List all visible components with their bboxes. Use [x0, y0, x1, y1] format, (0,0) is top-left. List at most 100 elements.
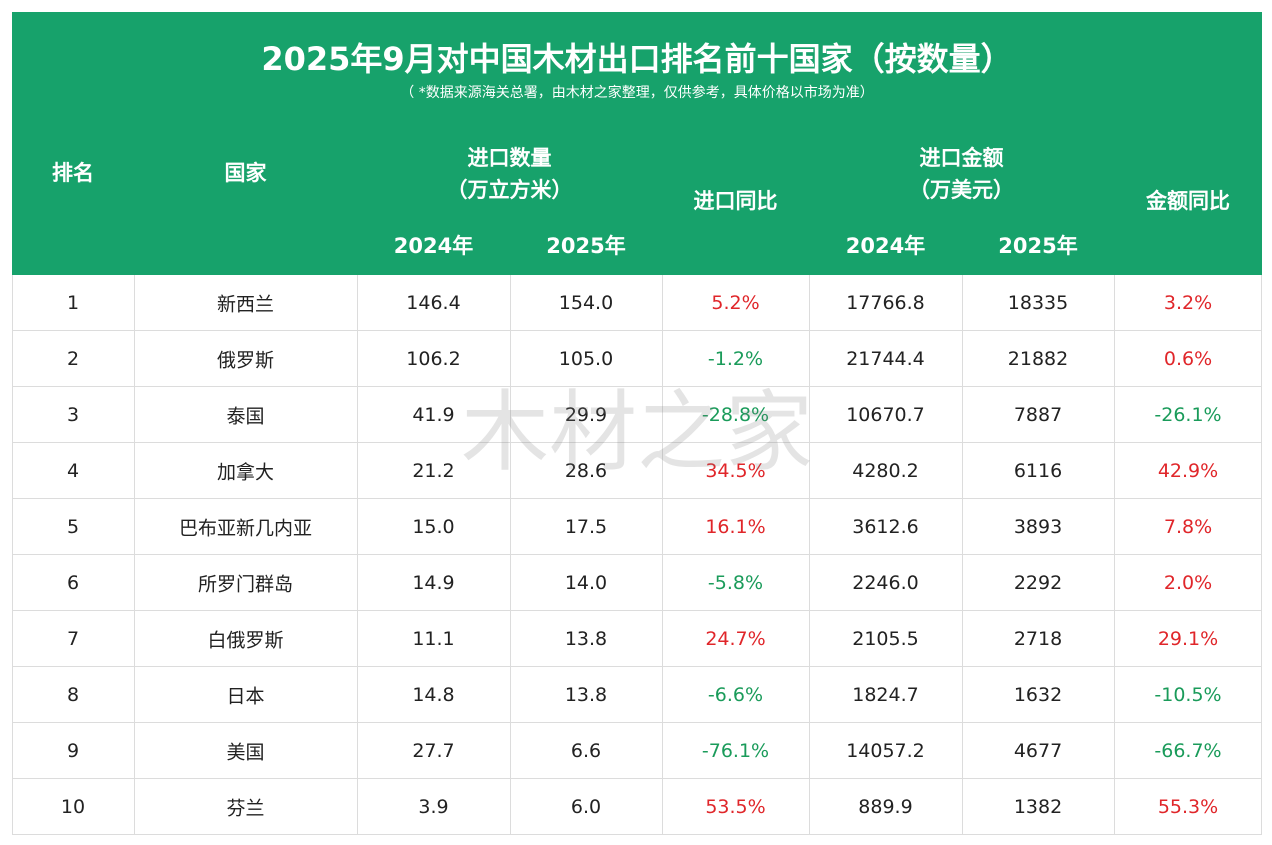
cell: 17766.8: [846, 292, 925, 314]
cell: 5: [66, 516, 80, 538]
cell: 18335: [1007, 292, 1069, 314]
cell: 10: [60, 796, 86, 818]
cell: 泰国: [226, 405, 265, 428]
col-year: 2025年: [546, 234, 626, 258]
row-border: [12, 667, 1262, 723]
cell: 105.0: [558, 348, 614, 370]
col-volume-yoy: 进口同比: [693, 189, 778, 213]
cell: 4280.2: [852, 460, 919, 482]
cell: 41.9: [412, 404, 455, 426]
cell: 13.8: [564, 684, 608, 706]
row-border: [12, 555, 1262, 611]
cell: 24.7%: [705, 628, 766, 650]
cell: 9: [66, 740, 80, 762]
cell: 55.3%: [1157, 796, 1219, 818]
cell: 3.2%: [1163, 292, 1213, 314]
cell: 28.6: [564, 460, 608, 482]
cell: 4: [66, 460, 80, 482]
cell: 27.7: [412, 740, 455, 762]
cell: 7887: [1013, 404, 1063, 426]
cell: 106.2: [406, 348, 461, 370]
cell: 3612.6: [852, 516, 919, 538]
cell: 7: [66, 628, 80, 650]
cell: 17.5: [564, 516, 608, 538]
col-value: 进口金额: [919, 146, 1004, 170]
cell: 13.8: [564, 628, 608, 650]
row-border: [12, 723, 1262, 779]
cell: 34.5%: [705, 460, 766, 482]
cell: 7.8%: [1163, 516, 1213, 538]
cell: 加拿大: [216, 461, 274, 484]
row-border: [12, 499, 1262, 555]
cell: -6.6%: [707, 684, 764, 706]
cell: -26.1%: [1154, 404, 1222, 426]
cell: 2.0%: [1163, 572, 1213, 594]
cell: -28.8%: [701, 404, 770, 426]
cell: 14057.2: [846, 740, 925, 762]
cell: 14.9: [412, 572, 455, 594]
cell: 14.0: [564, 572, 608, 594]
cell: 16.1%: [705, 516, 766, 538]
cell: 2718: [1013, 628, 1063, 650]
column-border: [809, 275, 810, 835]
col-value-unit: （万美元）: [909, 178, 1014, 202]
cell: 1824.7: [852, 684, 919, 706]
cell: 3: [66, 404, 80, 426]
cell: 154.0: [558, 292, 614, 314]
cell: 6116: [1013, 460, 1063, 482]
cell: 21744.4: [846, 348, 925, 370]
cell: 6.0: [570, 796, 602, 818]
cell: -66.7%: [1154, 740, 1222, 762]
cell: 2105.5: [852, 628, 919, 650]
col-volume-unit: （万立方米）: [446, 178, 573, 202]
header-bg: [12, 12, 1262, 275]
cell: 白俄罗斯: [207, 629, 284, 652]
cell: 146.4: [406, 292, 461, 314]
col-rank: 排名: [52, 161, 94, 185]
cell: 29.9: [564, 404, 608, 426]
column-border: [510, 275, 511, 835]
cell: -5.8%: [707, 572, 764, 594]
cell: 4677: [1013, 740, 1063, 762]
col-country: 国家: [224, 161, 267, 185]
cell: 所罗门群岛: [197, 573, 293, 596]
cell: 2246.0: [852, 572, 919, 594]
row-border: [12, 779, 1262, 835]
col-volume: 进口数量: [467, 146, 552, 170]
column-border: [1114, 275, 1115, 835]
cell: -76.1%: [701, 740, 770, 762]
cell: 6.6: [570, 740, 602, 762]
cell: 日本: [226, 685, 265, 708]
column-border: [12, 275, 13, 835]
row-border: [12, 387, 1262, 443]
cell: -10.5%: [1154, 684, 1222, 706]
cell: 53.5%: [705, 796, 766, 818]
cell: 1632: [1013, 684, 1063, 706]
cell: 1: [66, 292, 80, 314]
col-year: 2024年: [845, 234, 926, 258]
cell: 21.2: [412, 460, 455, 482]
cell: 2: [66, 348, 80, 370]
cell: 芬兰: [226, 797, 265, 820]
col-year: 2025年: [998, 234, 1078, 258]
cell: 巴布亚新几内亚: [178, 517, 312, 540]
cell: 21882: [1007, 348, 1069, 370]
cell: 2292: [1013, 572, 1063, 594]
cell: 美国: [226, 741, 265, 764]
cell: 42.9%: [1157, 460, 1219, 482]
cell: 1382: [1013, 796, 1063, 818]
col-year: 2024年: [393, 234, 474, 258]
cell: 0.6%: [1163, 348, 1213, 370]
column-border: [1261, 275, 1262, 835]
col-value-yoy: 金额同比: [1146, 189, 1230, 213]
column-border: [662, 275, 663, 835]
cell: -1.2%: [707, 348, 764, 370]
cell: 6: [66, 572, 80, 594]
cell: 29.1%: [1157, 628, 1219, 650]
cell: 11.1: [412, 628, 455, 650]
cell: 新西兰: [216, 293, 274, 316]
cell: 8: [66, 684, 80, 706]
column-border: [962, 275, 963, 835]
